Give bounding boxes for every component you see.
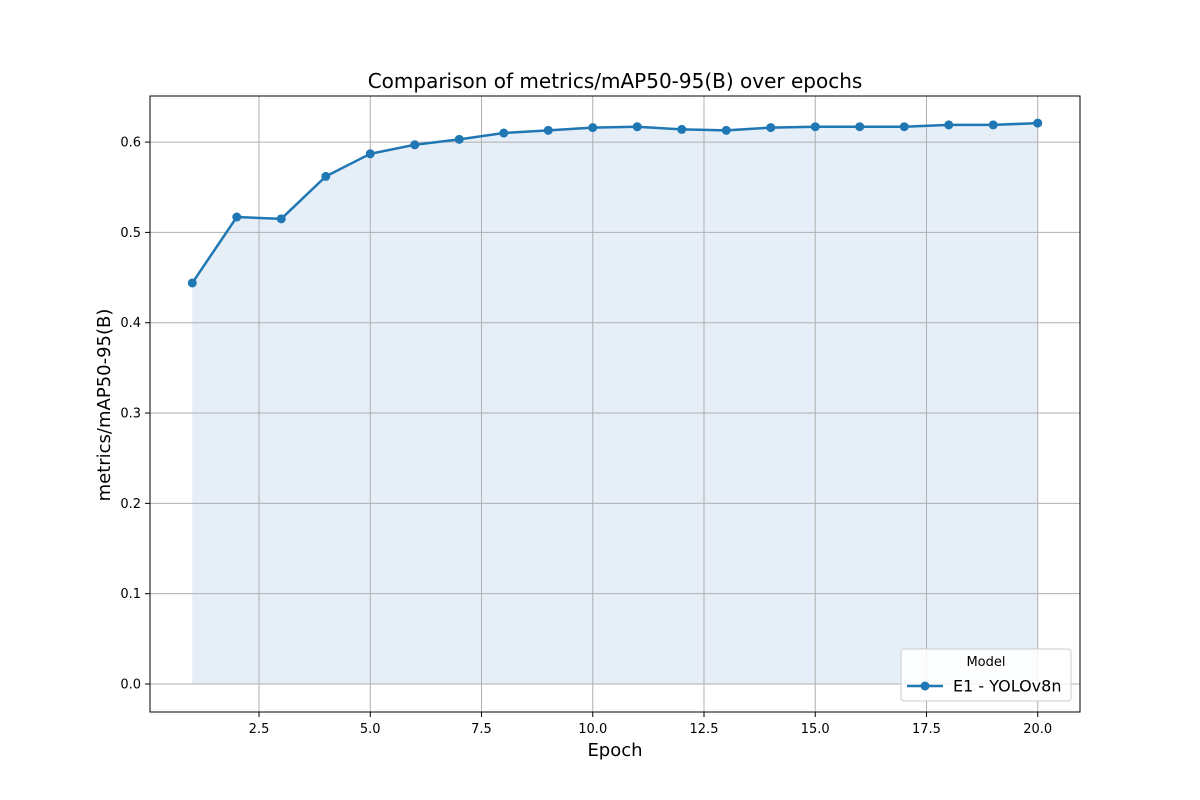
legend: Model E1 - YOLOv8n bbox=[900, 648, 1072, 702]
data-point bbox=[276, 214, 286, 224]
data-point bbox=[454, 134, 464, 144]
data-point bbox=[766, 123, 776, 133]
x-tick-label: 5.0 bbox=[360, 722, 381, 737]
series-area-0 bbox=[192, 123, 1038, 684]
series-line-0 bbox=[191, 121, 1038, 284]
data-point bbox=[721, 125, 731, 135]
data-point bbox=[321, 171, 331, 181]
legend-box bbox=[900, 648, 1072, 702]
data-point bbox=[365, 149, 375, 159]
y-tick-label: 0.6 bbox=[120, 136, 141, 151]
plot-area: 2.5 5.0 7.5 10.0 12.5 15.0 17.5 20.0 0.0 0.1 0.2 0.… bbox=[120, 95, 1081, 737]
data-point bbox=[543, 125, 553, 135]
x-tick-label: 20.0 bbox=[1023, 722, 1052, 737]
y-tick-label: 0.4 bbox=[120, 316, 141, 331]
data-point bbox=[677, 124, 687, 134]
y-tick-label: 0.3 bbox=[120, 407, 141, 422]
y-tick-label: 0.0 bbox=[120, 678, 141, 693]
x-tick-label: 10.0 bbox=[578, 722, 607, 737]
data-point bbox=[632, 122, 642, 132]
y-tick-label: 0.2 bbox=[120, 497, 141, 512]
data-point bbox=[810, 122, 820, 132]
legend-marker-0 bbox=[920, 681, 930, 691]
data-point bbox=[187, 278, 197, 288]
axes-frame bbox=[149, 95, 1081, 713]
x-tick-label: 2.5 bbox=[249, 722, 270, 737]
legend-entry-label: E1 - YOLOv8n bbox=[953, 677, 1061, 696]
data-point bbox=[232, 212, 242, 222]
data-point bbox=[588, 123, 598, 133]
data-point bbox=[410, 140, 420, 150]
y-tick-label: 0.5 bbox=[120, 226, 141, 241]
legend-title: Model bbox=[966, 655, 1005, 670]
data-point bbox=[899, 122, 909, 132]
data-point bbox=[499, 128, 509, 138]
y-tick-label: 0.1 bbox=[120, 587, 141, 602]
data-point bbox=[988, 120, 998, 130]
data-point bbox=[944, 120, 954, 130]
x-tick-label: 12.5 bbox=[690, 722, 719, 737]
x-tick-label: 17.5 bbox=[912, 722, 941, 737]
y-axis-label: metrics/mAP50-95(B) bbox=[94, 309, 115, 502]
data-point bbox=[1033, 118, 1043, 128]
x-axis-label: Epoch bbox=[587, 740, 642, 761]
data-point bbox=[855, 122, 865, 132]
chart-title: Comparison of metrics/mAP50-95(B) over e… bbox=[368, 69, 863, 93]
x-tick-label: 7.5 bbox=[471, 722, 492, 737]
x-tick-label: 15.0 bbox=[801, 722, 830, 737]
